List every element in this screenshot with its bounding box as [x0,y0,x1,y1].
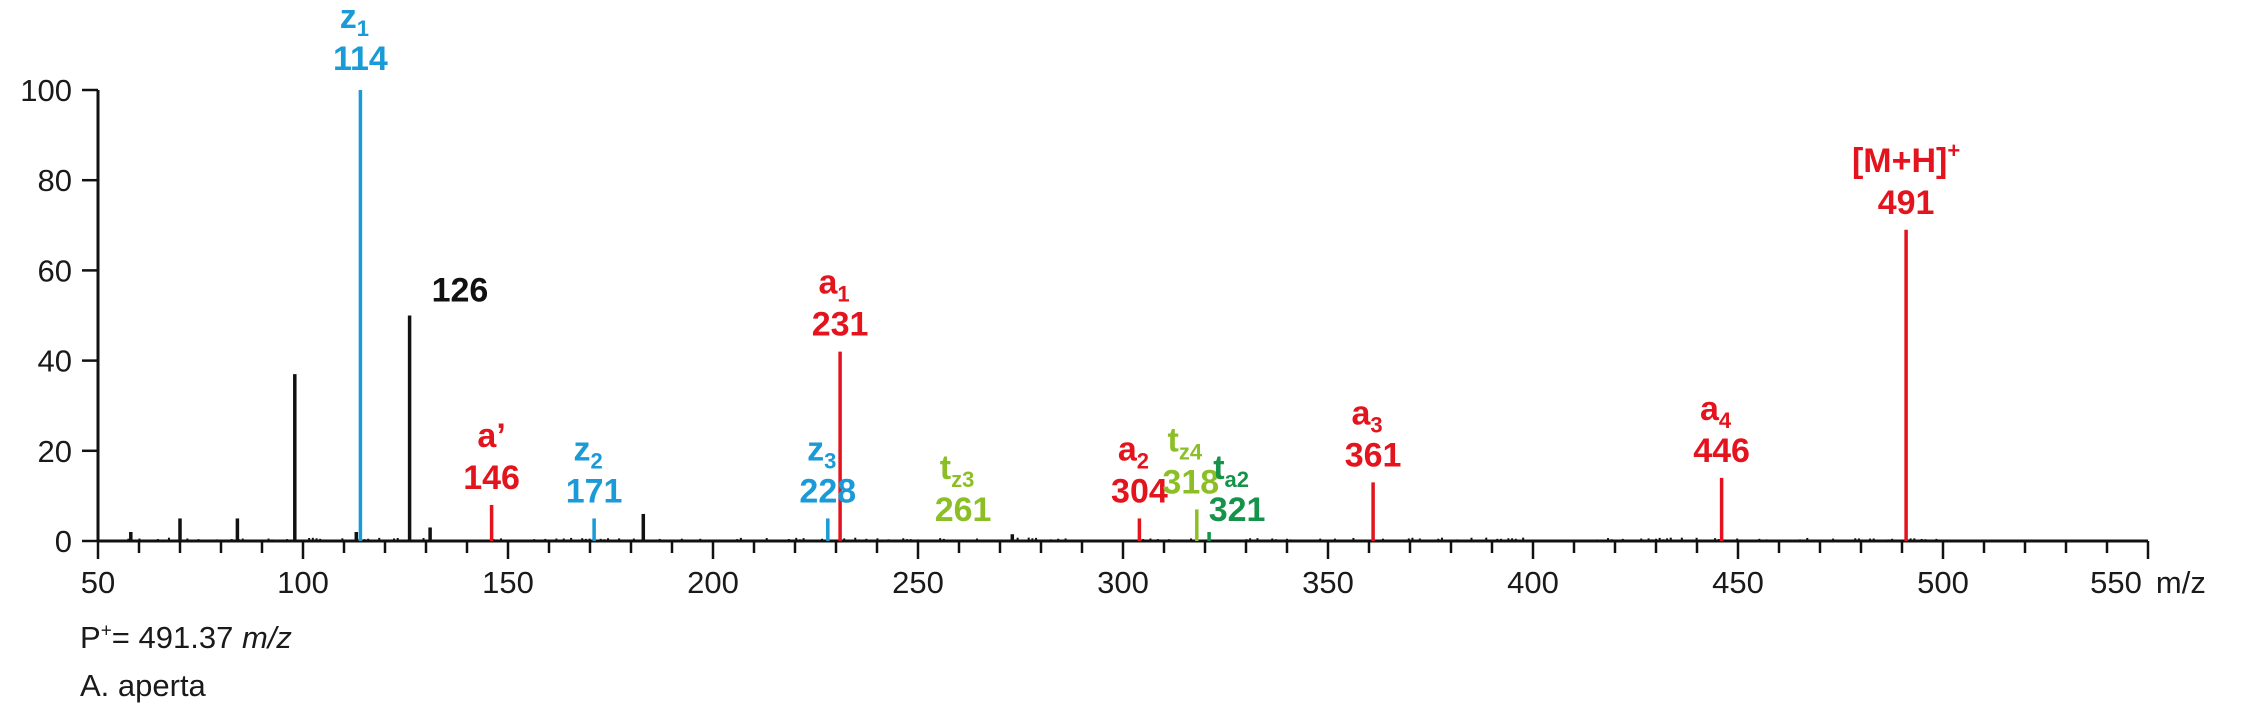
y-tick-label: 60 [38,253,72,288]
y-tick-label: 0 [55,524,72,559]
ion-subscript: 1 [837,282,849,307]
x-tick-label: 300 [1097,565,1149,600]
ion-label: ta2 [1213,449,1249,492]
peak-lines [129,90,1908,541]
precursor-prefix: P [80,620,101,655]
ion-label: tz3 [940,449,975,492]
x-tick-label: 150 [482,565,534,600]
precursor-charge: + [100,620,112,642]
peak-mz-label: 491 [1878,184,1935,222]
precursor-value: = 491.37 [111,620,234,655]
peak-label-126: 126 [432,272,489,310]
ion-label: z1 [340,0,369,41]
ion-subscript: 4 [1719,408,1732,433]
y-tick-label: 80 [38,163,72,198]
ion-label: a1 [819,264,850,307]
y-tick-label: 100 [20,73,72,108]
x-axis-label: m/z [2156,565,2206,600]
ion-label: a3 [1352,394,1383,437]
x-tick-label: 400 [1507,565,1559,600]
peak-mz-label: 231 [812,306,869,344]
ion-label: [M+H]+ [1852,138,1960,180]
y-tick-label: 20 [38,434,72,469]
x-tick-label: 450 [1712,565,1764,600]
peak-mz-label: 114 [333,40,388,78]
ion-label: z3 [807,430,836,473]
peak-mz-label: 318 [1162,463,1219,501]
ion-subscript: 2 [590,448,602,473]
peak-mz-label: 228 [799,472,856,510]
peak-mz-label: 146 [463,459,520,497]
ion-subscript: 2 [1137,448,1149,473]
ion-label: a2 [1118,430,1149,473]
x-tick-label: 200 [687,565,739,600]
x-tick-label: 550 m/z [2090,565,2206,600]
x-tick-label: 100 [277,565,329,600]
species-caption: A. aperta [80,668,206,703]
y-tick-label: 40 [38,344,72,379]
ion-label: a4 [1700,390,1732,433]
precursor-caption: P+= 491.37 m/z [80,620,292,656]
peak-mz-label: 304 [1111,472,1168,510]
ion-subscript: z4 [1179,439,1203,464]
peak-mz-label: 446 [1693,432,1750,470]
x-tick-label: 250 [892,565,944,600]
x-tick-label: 50 [81,565,115,600]
ion-subscript: 3 [824,448,836,473]
x-tick-label: 500 [1917,565,1969,600]
precursor-unit: m/z [241,620,292,655]
peak-mz-label: 361 [1345,436,1402,474]
ion-superscript: + [1947,138,1960,163]
ion-label: z2 [573,430,602,473]
ion-subscript: z3 [951,467,974,492]
ion-subscript: 1 [357,16,369,41]
peak-mz-label: 321 [1209,491,1266,529]
ion-label: tz4 [1168,421,1203,464]
ion-subscript: a2 [1225,467,1249,492]
ion-subscript: 3 [1370,412,1382,437]
x-tick-label: 350 [1302,565,1354,600]
ion-label: a’ [477,417,505,455]
peak-mz-label: 261 [935,491,992,529]
peak-mz-label: 171 [566,472,623,510]
